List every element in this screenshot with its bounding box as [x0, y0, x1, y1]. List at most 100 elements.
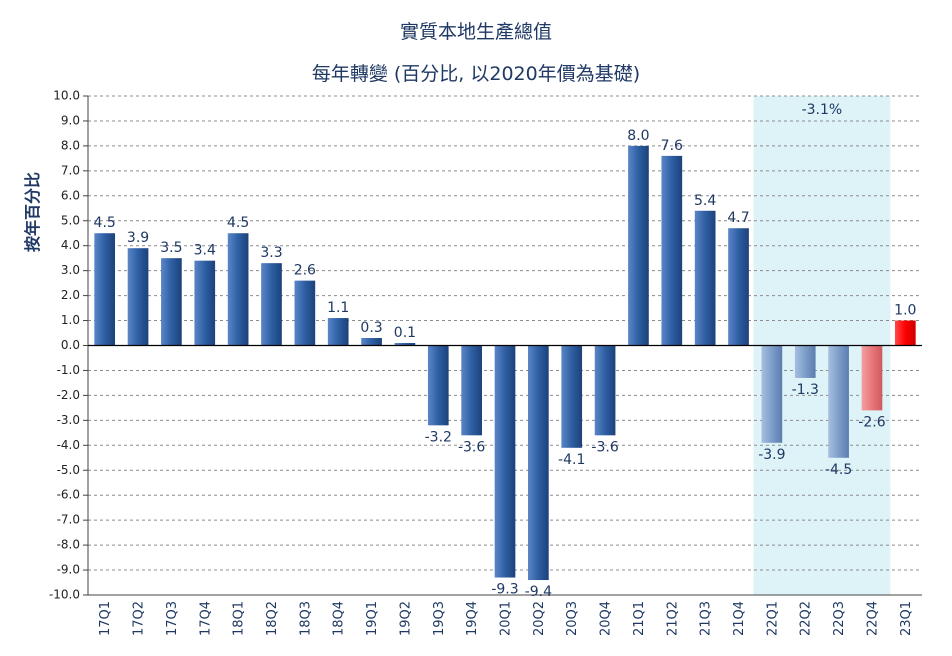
bar — [294, 280, 316, 346]
x-tick-label: 20Q3 — [565, 601, 580, 636]
y-tick-label: 9.0 — [61, 113, 80, 127]
bars-layer — [94, 145, 916, 581]
data-label: 4.5 — [227, 215, 249, 231]
data-label: 3.5 — [160, 240, 182, 256]
x-tick-label: 19Q3 — [432, 601, 447, 636]
data-label: -3.6 — [591, 439, 618, 455]
y-axis-label: 按年百分比 — [23, 172, 42, 252]
bar — [594, 345, 616, 436]
bar — [227, 233, 249, 346]
data-label: -2.6 — [858, 414, 885, 430]
x-tick-label: 22Q1 — [765, 601, 780, 636]
data-label: 1.0 — [894, 303, 916, 319]
data-label: -3.2 — [425, 429, 452, 445]
y-tick-label: 8.0 — [61, 138, 80, 152]
y-tick-label: -7.0 — [57, 513, 80, 527]
x-tick-label: 18Q3 — [298, 601, 313, 636]
data-label: -9.3 — [491, 582, 518, 598]
x-tick-label: 22Q4 — [865, 601, 880, 636]
bar — [561, 345, 583, 448]
bar — [461, 345, 482, 436]
data-label: 3.4 — [194, 243, 216, 259]
bar — [94, 233, 116, 346]
data-label: -4.1 — [558, 452, 585, 468]
bar — [628, 145, 649, 346]
y-tick-label: 5.0 — [61, 213, 80, 227]
y-tick-label: 10.0 — [53, 89, 80, 103]
chart-subtitle: 每年轉變 (百分比, 以2020年價為基礎) — [312, 63, 640, 85]
bar — [361, 338, 382, 346]
bar — [728, 228, 749, 346]
data-label: 8.0 — [627, 128, 649, 144]
data-label: 5.4 — [694, 193, 716, 209]
x-tick-label: 19Q2 — [398, 601, 413, 636]
data-label: 0.3 — [360, 320, 382, 336]
bar — [761, 345, 783, 443]
data-label: -4.5 — [825, 462, 852, 478]
bar — [828, 345, 849, 458]
bar — [427, 345, 449, 426]
shaded-region-label: -3.1% — [802, 102, 843, 118]
x-tick-label: 21Q3 — [699, 601, 714, 636]
bar — [394, 343, 416, 346]
x-tick-label: 19Q1 — [365, 601, 380, 636]
data-label: -3.9 — [758, 447, 785, 463]
y-tick-label: 1.0 — [61, 313, 80, 327]
x-tick-label: 21Q4 — [732, 601, 747, 636]
y-tick-label: 0.0 — [61, 338, 80, 352]
y-tick-label: 2.0 — [61, 288, 80, 302]
x-tick-label: 23Q1 — [899, 601, 914, 636]
bar — [794, 345, 816, 378]
x-tick-label: 21Q2 — [665, 601, 680, 636]
bar — [327, 318, 349, 346]
data-label: 3.3 — [260, 245, 282, 261]
x-tick-label: 20Q4 — [599, 601, 614, 636]
bar — [861, 345, 883, 411]
bar — [127, 248, 149, 346]
data-label: 2.6 — [294, 263, 316, 279]
data-label: 4.7 — [727, 210, 749, 226]
data-label: -9.4 — [525, 584, 552, 600]
x-tick-label: 17Q4 — [198, 601, 213, 636]
x-tick-label: 18Q4 — [332, 601, 347, 636]
bar — [528, 345, 549, 581]
y-tick-label: 6.0 — [61, 188, 80, 202]
data-label: 7.6 — [661, 138, 683, 154]
y-tick-label: -10.0 — [49, 588, 80, 602]
bar — [694, 210, 716, 346]
x-tick-label: 18Q1 — [232, 601, 247, 636]
chart-title: 實質本地生產總值 — [400, 21, 552, 43]
y-tick-label: 7.0 — [61, 163, 80, 177]
bar — [894, 320, 916, 346]
y-tick-label: 3.0 — [61, 263, 80, 277]
x-tick-label: 22Q2 — [799, 601, 814, 636]
data-label: 4.5 — [94, 215, 116, 231]
y-tick-label: -6.0 — [57, 488, 80, 502]
bar — [494, 345, 516, 578]
x-tick-label: 19Q4 — [465, 601, 480, 636]
x-tick-label: 17Q1 — [98, 601, 113, 636]
bar — [261, 263, 282, 346]
data-label: 3.9 — [127, 230, 149, 246]
data-label: -3.6 — [458, 439, 485, 455]
x-tick-label: 17Q3 — [165, 601, 180, 636]
y-tick-label: -5.0 — [57, 463, 80, 477]
y-tick-label: -8.0 — [57, 538, 80, 552]
y-tick-label: -9.0 — [57, 563, 80, 577]
bar — [661, 155, 683, 346]
data-label: -1.3 — [792, 382, 819, 398]
data-label: 1.1 — [327, 300, 349, 316]
data-label: 0.1 — [394, 325, 416, 341]
x-tick-label: 20Q2 — [532, 601, 547, 636]
x-tick-label: 18Q2 — [265, 601, 280, 636]
bar — [194, 260, 216, 346]
bar — [161, 258, 182, 346]
y-tick-label: -2.0 — [57, 388, 80, 402]
x-tick-label: 21Q1 — [632, 601, 647, 636]
y-tick-label: -1.0 — [57, 363, 80, 377]
data-labels-layer: -3.1%4.53.93.5 3.44.53.32.61.10.3 0.1-3.2-… — [94, 102, 917, 600]
x-tick-label: 22Q3 — [832, 601, 847, 636]
y-tick-label: -4.0 — [57, 438, 80, 452]
x-tick-label: 17Q2 — [132, 601, 147, 636]
